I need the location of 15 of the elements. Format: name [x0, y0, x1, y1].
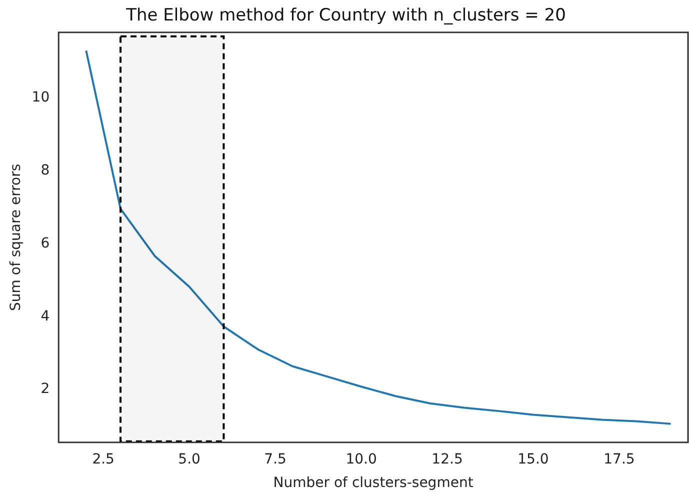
y-tick-label: 6 — [40, 235, 50, 252]
x-axis-title: Number of clusters-segment — [273, 475, 474, 492]
x-tick-label: 12.5 — [432, 451, 463, 468]
y-axis-title: Sum of square errors — [8, 164, 24, 311]
y-tick-label: 4 — [40, 308, 50, 324]
x-tick-label: 15.0 — [518, 451, 549, 468]
y-tick-label: 10 — [32, 90, 50, 106]
x-tick-label: 10.0 — [346, 451, 377, 468]
x-tick-label: 17.5 — [604, 451, 635, 468]
y-tick-label: 8 — [40, 162, 50, 179]
x-tick-label: 5.0 — [178, 451, 200, 468]
y-tick-label: 2 — [40, 381, 50, 398]
chart-title: The Elbow method for Country with n_clusters = 20 — [125, 6, 566, 26]
x-tick-label: 7.5 — [264, 451, 286, 468]
x-tick-label: 2.5 — [92, 451, 114, 468]
